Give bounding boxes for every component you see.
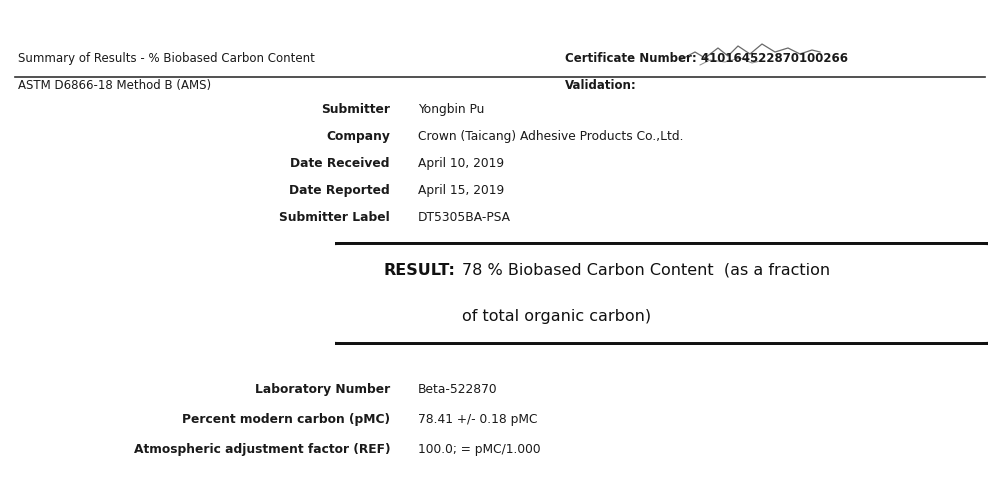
Text: Submitter: Submitter [321,103,390,116]
Text: DT5305BA-PSA: DT5305BA-PSA [418,211,511,224]
Text: Validation:: Validation: [565,79,637,92]
Text: April 10, 2019: April 10, 2019 [418,157,504,170]
FancyBboxPatch shape [322,243,1000,344]
Text: ASTM D6866-18 Method B (AMS): ASTM D6866-18 Method B (AMS) [18,79,211,92]
Text: Yongbin Pu: Yongbin Pu [418,103,484,116]
Text: Company: Company [326,130,390,143]
Text: Certificate Number: 410164522870100266: Certificate Number: 410164522870100266 [565,52,848,65]
Text: Submitter Label: Submitter Label [279,211,390,224]
Text: RESULT:: RESULT: [384,263,456,278]
Text: 78.41 +/- 0.18 pMC: 78.41 +/- 0.18 pMC [418,413,538,426]
Text: 100.0; = pMC/1.000: 100.0; = pMC/1.000 [418,443,541,456]
Text: Beta-522870: Beta-522870 [418,383,498,396]
Text: April 15, 2019: April 15, 2019 [418,184,504,197]
Text: Date Reported: Date Reported [289,184,390,197]
Text: Atmospheric adjustment factor (REF): Atmospheric adjustment factor (REF) [134,443,390,456]
Text: Crown (Taicang) Adhesive Products Co.,Ltd.: Crown (Taicang) Adhesive Products Co.,Lt… [418,130,684,143]
Text: 78 % Biobased Carbon Content  (as a fraction: 78 % Biobased Carbon Content (as a fract… [462,263,830,278]
Text: Laboratory Number: Laboratory Number [255,383,390,396]
Text: of total organic carbon): of total organic carbon) [462,309,651,324]
Text: Percent modern carbon (pMC): Percent modern carbon (pMC) [182,413,390,426]
Text: Summary of Results - % Biobased Carbon Content: Summary of Results - % Biobased Carbon C… [18,52,315,65]
Text: Date Received: Date Received [290,157,390,170]
